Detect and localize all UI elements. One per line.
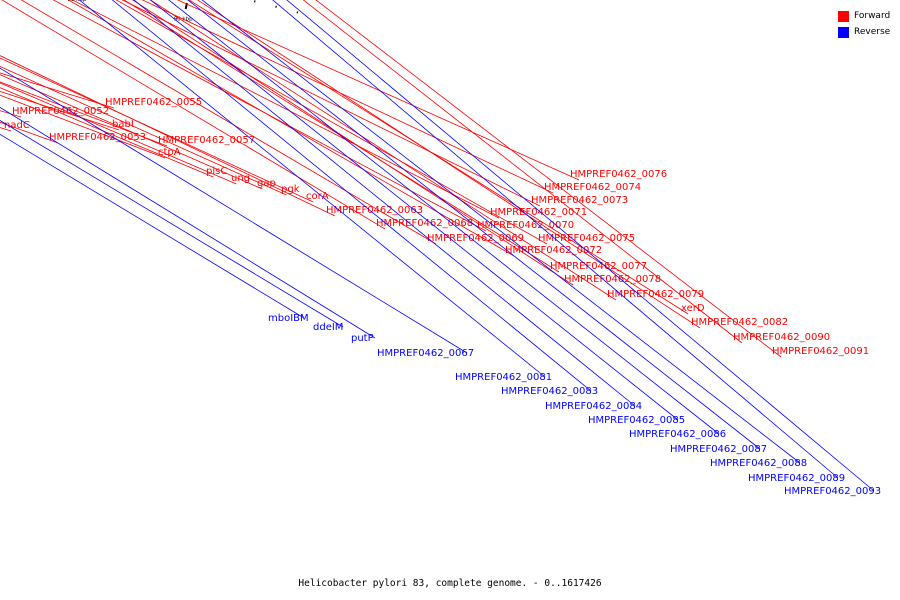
reverse-gene-label: HMPREF0462_0085: [588, 415, 685, 426]
forward-gene-label: HMPREF0462_0073: [531, 195, 628, 206]
leader-line: [0, 82, 237, 185]
leader-line: [0, 94, 166, 159]
forward-gene-label: plsC: [206, 166, 227, 177]
legend: Forward Reverse: [838, 8, 890, 40]
reverse-gene-label: HMPREF0462_0087: [670, 444, 767, 455]
leader-line: [67, 0, 515, 257]
forward-gene-label: HMPREF0462_0076: [570, 169, 667, 180]
forward-gene-label: xerD: [681, 303, 705, 314]
forward-gene-label: HMPREF0462_0069: [427, 233, 524, 244]
leader-line: [188, 0, 689, 315]
forward-gene-label: HMPREF0462_0052: [12, 106, 109, 117]
leader-line: [20, 0, 437, 245]
forward-gene-label: ung: [231, 173, 250, 184]
leader-line: [176, 0, 580, 181]
forward-gene-label: pgk: [281, 184, 300, 195]
tick-label: 85 kbp: [67, 0, 86, 3]
forward-gene-label: HMPREF0462_0078: [564, 274, 661, 285]
leader-line: [0, 91, 120, 131]
forward-gene-label: HMPREF0462_0077: [550, 261, 647, 272]
forward-gene-label: HMPREF0462_0071: [490, 207, 587, 218]
reverse-gene-label: HMPREF0462_0089: [748, 473, 845, 484]
leader-line: [272, 0, 839, 479]
leader-line: [0, 74, 263, 190]
leader-line: [0, 133, 305, 319]
reverse-gene-label: HMPREF0462_0081: [455, 372, 552, 383]
leader-line: [168, 0, 720, 435]
leader-line: [0, 57, 314, 203]
leader-line: [0, 81, 168, 147]
leader-line: [196, 0, 701, 329]
reverse-gene-label: HMPREF0462_0086: [629, 429, 726, 440]
leader-line: [1, 0, 386, 230]
forward-gene-label: HMPREF0462_0057: [158, 135, 255, 146]
leader-line: [132, 0, 574, 286]
forward-gene-label: HMPREF0462_0055: [105, 97, 202, 108]
leader-line: [141, 0, 554, 194]
forward-gene-label: HMPREF0462_0070: [477, 220, 574, 231]
leader-line: [133, 0, 636, 407]
minor-tick: [275, 5, 277, 8]
legend-forward: Forward: [838, 8, 890, 24]
reverse-gene-label: HMPREF0462_0083: [501, 386, 598, 397]
forward-gene-label: HMPREF0462_0068: [376, 218, 473, 229]
leader-line: [149, 0, 679, 421]
leader-line: [286, 0, 875, 492]
leader-line: [52, 0, 487, 232]
forward-gene-label: HMPREF0462_0063: [326, 205, 423, 216]
gene-labels: nadC HMPREF0462_0052 HMPREF0462_0053 babI HM…: [0, 0, 881, 497]
leader-line: [201, 0, 801, 464]
forward-gene-label: HMPREF0462_0079: [607, 289, 704, 300]
reverse-gene-label: HMPREF0462_0067: [377, 348, 474, 359]
leader-line: [0, 67, 468, 354]
leader-line: [111, 0, 592, 392]
forward-swatch: [838, 10, 849, 22]
leader-line: [0, 66, 287, 196]
leader-line: [0, 55, 336, 217]
leader-line: [123, 0, 560, 273]
reverse-gene-label: ddeIM: [313, 322, 343, 333]
reverse-swatch: [838, 26, 849, 38]
forward-gene-label: ctpA: [158, 147, 181, 158]
forward-gene-label: HMPREF0462_0090: [733, 332, 830, 343]
leader-line: [0, 120, 344, 328]
leader-line: [0, 106, 376, 339]
forward-gene-label: HMPREF0462_0053: [49, 132, 146, 143]
legend-forward-label: Forward: [854, 11, 891, 21]
reverse-gene-label: HMPREF0462_0084: [545, 401, 642, 412]
forward-gene-label: HMPREF0462_0082: [691, 317, 788, 328]
reverse-gene-label: putP: [351, 333, 374, 344]
leader-line: [0, 72, 115, 109]
leader-line: [149, 0, 617, 301]
tick-label: 90 kbp: [174, 17, 193, 23]
leader-line: [78, 0, 546, 378]
leader-line: [315, 0, 782, 358]
forward-gene-label: HMPREF0462_0072: [505, 245, 602, 256]
forward-gene-label: HMPREF0462_0091: [772, 346, 869, 357]
forward-gene-label: HMPREF0462_0075: [538, 233, 635, 244]
legend-reverse: Reverse: [838, 24, 890, 40]
reverse-gene-label: HMPREF0462_0088: [710, 458, 807, 469]
leader-line: [71, 0, 500, 219]
legend-reverse-label: Reverse: [854, 27, 891, 37]
forward-gene-label: babI: [112, 119, 134, 130]
leader-line: [302, 0, 743, 344]
genome-caption: Helicobacter pylori 83, complete genome.…: [298, 578, 602, 589]
forward-gene-label: nadC: [4, 120, 30, 131]
reverse-gene-label: HMPREF0462_0093: [784, 486, 881, 497]
forward-gene-label: HMPREF0462_0074: [544, 182, 641, 193]
reverse-gene-label: mboIBM: [268, 313, 309, 324]
leader-line: [187, 0, 761, 450]
minor-tick: [296, 11, 299, 14]
forward-gene-label: corA: [306, 191, 329, 202]
